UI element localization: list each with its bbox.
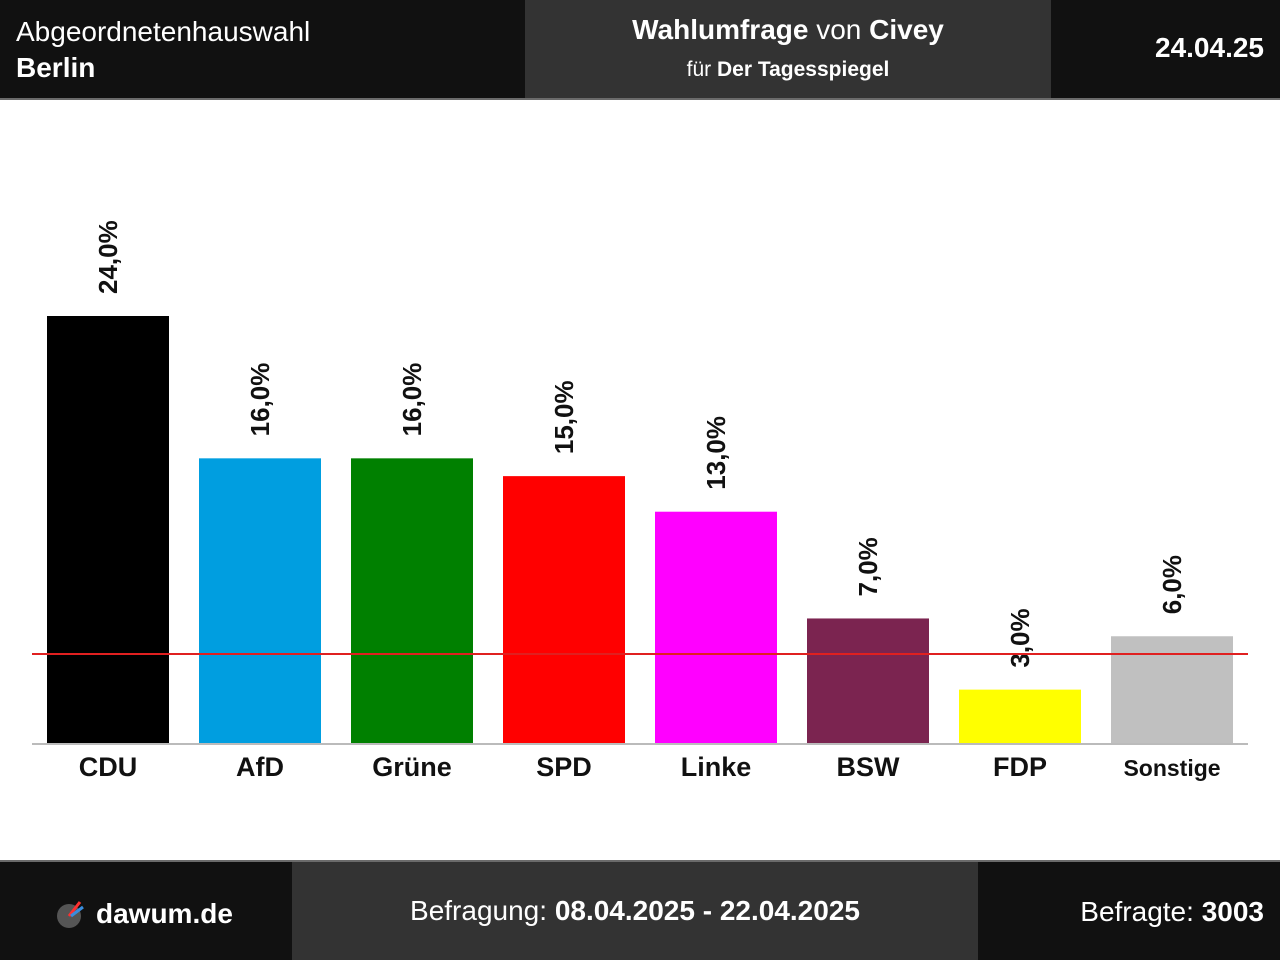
respondents: Befragte: 3003 [1080,896,1264,928]
category-label-linke: Linke [681,752,752,782]
value-label-afd: 16,0% [245,363,275,437]
value-label-grüne: 16,0% [397,363,427,437]
value-label-sonstige: 6,0% [1157,555,1187,614]
institute-name: Civey [869,14,944,45]
category-label-afd: AfD [236,752,284,782]
value-label-fdp: 3,0% [1005,608,1035,667]
bar-chart: 24,0% CDU 16,0% AfD 16,0% Grüne 15,0% SPD 13,0% L… [0,100,1280,860]
site-name: dawum.de [96,898,233,929]
bar-chart-svg: 24,0% CDU 16,0% AfD 16,0% Grüne 15,0% SPD 13,0% L… [32,220,1248,782]
category-label-spd: SPD [536,752,592,782]
value-label-bsw: 7,0% [853,537,883,596]
client-name: Der Tagesspiegel [717,58,890,81]
category-label-bsw: BSW [837,752,901,782]
poll-info: Wahlumfrage von Civey für Der Tagesspieg… [525,0,1051,98]
election-name: Abgeordnetenhauswahl [16,16,311,47]
bar-spd [503,476,625,743]
value-label-cdu: 24,0% [93,220,123,294]
bar-cdu [47,316,169,743]
value-label-linke: 13,0% [701,416,731,490]
value-label-spd: 15,0% [549,380,579,454]
category-label-fdp: FDP [993,752,1047,782]
bar-fdp [959,689,1081,743]
footer-bar: dawum.de Befragung: 08.04.2025 - 22.04.2… [0,860,1280,960]
site-logo[interactable]: dawum.de [56,898,233,930]
dawum-logo-icon [57,901,84,928]
survey-period: Befragung: 08.04.2025 - 22.04.2025 [292,862,978,960]
category-label-grüne: Grüne [372,752,452,782]
period-value: 08.04.2025 - 22.04.2025 [554,895,860,926]
respondents-label: Befragte: [1080,896,1194,927]
bar-bsw [807,618,929,743]
for-label: für [686,58,712,81]
respondents-value: 3003 [1201,896,1264,927]
period-label: Befragung: [410,895,548,926]
category-label-cdu: CDU [79,752,138,782]
bar-linke [655,511,777,743]
poll-date: 24.04.25 [1155,32,1264,63]
election-region: Berlin [16,52,96,83]
bar-grüne [351,458,473,743]
header-bar: Abgeordnetenhauswahl Berlin Wahlumfrage … [0,0,1280,100]
bar-afd [199,458,321,743]
poll-label: Wahlumfrage [632,14,809,45]
poll-von: von [816,14,862,45]
election-title: Abgeordnetenhauswahl Berlin [16,14,310,86]
category-label-sonstige: Sonstige [1123,755,1220,781]
bar-sonstige [1111,636,1233,743]
